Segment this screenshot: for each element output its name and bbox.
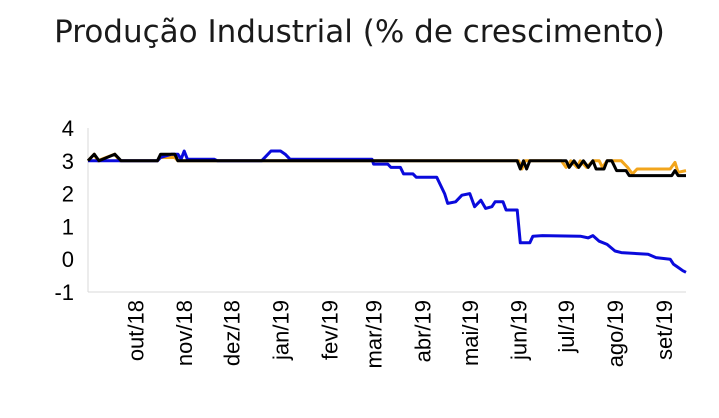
chart-title: Produção Industrial (% de crescimento) [54, 14, 665, 50]
series-layer [86, 149, 687, 274]
x-axis: out/18 nov/18 dez/18 jan/19 fev/19 mar/19 abr/… [123, 300, 677, 368]
y-tick-label: 1 [62, 214, 74, 239]
x-tick-label: jan/19 [268, 300, 293, 361]
x-tick-label: dez/18 [220, 300, 245, 366]
y-tick-label: 3 [62, 149, 74, 174]
x-tick-label: ago/19 [603, 300, 628, 367]
x-tick-label: jul/19 [554, 300, 579, 354]
x-tick-label: mai/19 [458, 300, 483, 366]
y-tick-label: 4 [62, 116, 74, 141]
x-tick-label: abr/19 [411, 300, 436, 362]
x-tick-label: set/19 [652, 300, 677, 360]
x-tick-label: jun/19 [507, 300, 532, 361]
series-line-2 [86, 152, 686, 178]
x-tick-label: nov/18 [172, 300, 197, 366]
x-tick-label: fev/19 [317, 300, 342, 360]
y-tick-label: -1 [54, 280, 74, 305]
y-axis: 4 3 2 1 0 -1 [54, 116, 74, 305]
y-tick-label: 0 [62, 247, 74, 272]
x-tick-label: out/18 [123, 300, 148, 361]
y-tick-label: 2 [62, 182, 74, 207]
x-tick-label: mar/19 [362, 300, 387, 368]
